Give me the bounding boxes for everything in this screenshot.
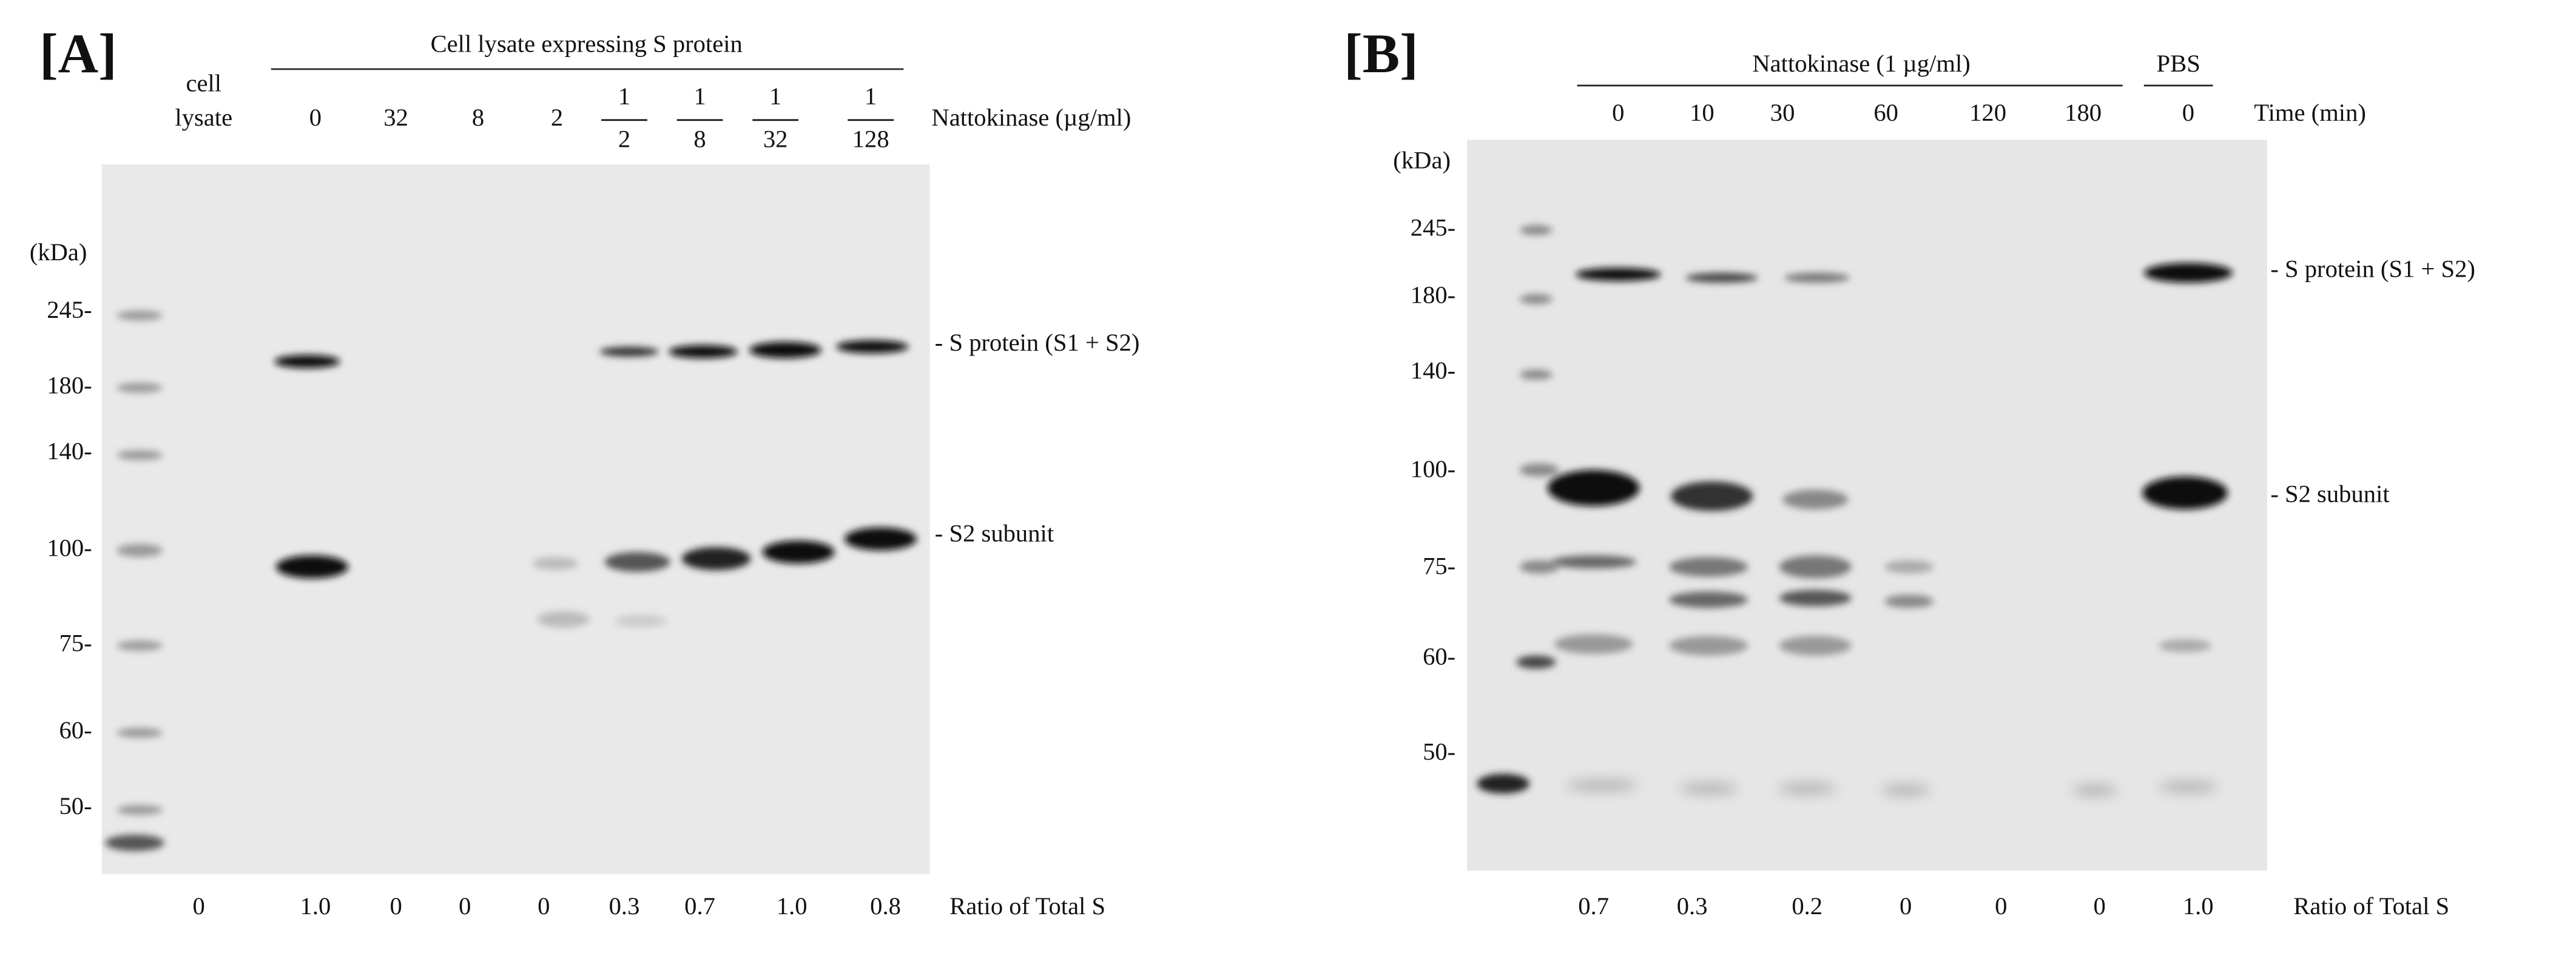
lane-label: 8 [472, 104, 484, 131]
lane-label: lysate [175, 104, 232, 131]
marker-label: 180- [1411, 281, 1455, 309]
ratio: 0.7 [1578, 892, 1609, 920]
ratio-label: Ratio of Total S [949, 892, 1105, 920]
ratio-label: Ratio of Total S [2293, 892, 2449, 920]
marker-label: 180- [47, 372, 92, 399]
fraction-numerator: 1 [865, 83, 877, 110]
lane-label: 32 [383, 104, 408, 131]
ratio: 0 [1900, 892, 1912, 920]
ratio: 0 [1995, 892, 2007, 920]
ratio: 0 [193, 892, 205, 920]
panel-label: [A] [39, 22, 117, 84]
fraction-numerator: 1 [769, 83, 781, 110]
ratio: 0.7 [684, 892, 715, 920]
lane-label: 0 [309, 104, 322, 131]
marker-label: 75- [1423, 552, 1455, 579]
ratio: 0.2 [1792, 892, 1822, 920]
marker-label: 100- [1411, 456, 1455, 483]
fraction-denominator: 2 [618, 125, 630, 152]
lane-label: 0 [1612, 99, 1624, 126]
ratio: 1.0 [2183, 892, 2214, 920]
band-label: - S2 subunit [935, 519, 1054, 547]
marker-label: 50- [59, 792, 92, 820]
fraction-denominator: 32 [763, 125, 788, 152]
marker-label: 50- [1423, 738, 1455, 765]
group-header: Nattokinase (1 µg/ml) [1752, 50, 1970, 77]
ratio: 0.3 [609, 892, 640, 920]
fraction-denominator: 8 [693, 125, 706, 152]
marker-label: 60- [1423, 642, 1455, 670]
lane-label: 120 [1969, 99, 2006, 126]
marker-label: 245- [1411, 214, 1455, 241]
band-label: - S protein (S1 + S2) [935, 329, 1140, 356]
marker-label: 75- [59, 630, 92, 657]
marker-label: 60- [59, 716, 92, 744]
ratio: 1.0 [300, 892, 331, 920]
lane-label: 180 [2065, 99, 2102, 126]
condition-label: Time (min) [2254, 99, 2366, 126]
unit-label: (kDa) [30, 238, 87, 266]
fraction-denominator: 128 [852, 125, 889, 152]
ratio: 0 [2094, 892, 2106, 920]
lane-label: 2 [551, 104, 563, 131]
ratio: 0.3 [1677, 892, 1708, 920]
ratio: 0 [459, 892, 471, 920]
marker-label: 140- [47, 437, 92, 465]
panel-label: [B] [1344, 22, 1418, 84]
group-header: Cell lysate expressing S protein [431, 30, 743, 57]
ratio: 1.0 [777, 892, 808, 920]
condition-label: Nattokinase (µg/ml) [931, 104, 1131, 131]
band-label: - S2 subunit [2270, 480, 2390, 507]
lane-label: 10 [1690, 99, 1715, 126]
bands [105, 225, 2233, 851]
fraction-numerator: 1 [618, 83, 630, 110]
fraction-numerator: 1 [693, 83, 706, 110]
lane-label: cell [186, 69, 221, 96]
band-label: - S protein (S1 + S2) [2270, 255, 2475, 282]
lane-label: 30 [1770, 99, 1795, 126]
ratio: 0 [389, 892, 402, 920]
lane-label: 0 [2182, 99, 2194, 126]
marker-label: 140- [1411, 357, 1455, 384]
ratio: 0.8 [870, 892, 901, 920]
lane-label: 60 [1873, 99, 1898, 126]
marker-label: 100- [47, 534, 92, 562]
marker-label: 245- [47, 296, 92, 323]
gel-a [101, 164, 930, 874]
unit-label: (kDa) [1393, 147, 1451, 174]
group-header: PBS [2157, 50, 2200, 77]
ratio: 0 [538, 892, 550, 920]
